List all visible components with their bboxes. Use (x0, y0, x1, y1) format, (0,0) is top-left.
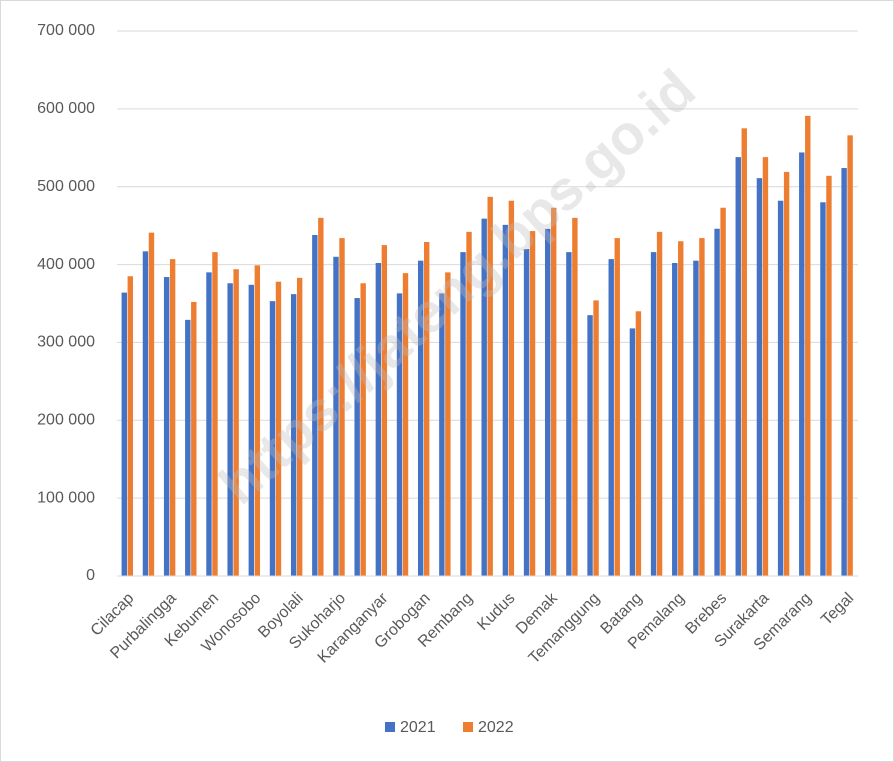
bar (227, 283, 233, 576)
bar (566, 252, 572, 576)
y-tick-label: 700 000 (37, 22, 95, 39)
bar (629, 328, 636, 576)
bar (142, 251, 149, 577)
bar (502, 224, 509, 576)
bar (529, 231, 536, 577)
bar (163, 277, 170, 576)
y-tick-label: 500 000 (37, 178, 95, 195)
bar (148, 232, 155, 576)
bar (720, 207, 726, 576)
bar (508, 200, 515, 576)
bar (318, 217, 324, 576)
bar (635, 311, 642, 576)
bar (254, 265, 261, 576)
bar (381, 245, 388, 576)
legend-swatch (463, 722, 473, 732)
bar (672, 263, 678, 576)
bar (402, 273, 409, 576)
y-tick-label: 0 (86, 567, 95, 584)
bar (741, 128, 747, 577)
bar (466, 231, 472, 576)
bar (121, 292, 127, 576)
bar (233, 269, 239, 576)
y-tick-label: 100 000 (37, 489, 95, 506)
bar (396, 293, 403, 576)
legend-swatch (385, 722, 395, 732)
legend-label: 2021 (400, 719, 436, 736)
y-tick-label: 200 000 (37, 412, 95, 429)
bar (783, 171, 790, 576)
y-tick-label: 300 000 (37, 334, 95, 351)
bar (650, 252, 657, 576)
bar (248, 284, 255, 576)
bar (269, 301, 276, 576)
bar (191, 301, 197, 576)
bar (735, 157, 741, 576)
bar (656, 231, 663, 576)
bar (799, 152, 805, 576)
bar (354, 298, 360, 576)
bar (614, 238, 620, 576)
bar (487, 196, 493, 577)
bar (756, 178, 763, 576)
legend-label: 2022 (478, 719, 514, 736)
bar (587, 315, 593, 576)
bar (551, 207, 557, 576)
bar (339, 238, 345, 576)
bar (127, 276, 133, 576)
bar (481, 218, 487, 576)
bar (545, 228, 551, 576)
bar (212, 252, 218, 576)
bar (777, 200, 784, 576)
bar (572, 217, 578, 576)
bar (185, 319, 191, 576)
bar (678, 241, 684, 576)
bar (169, 259, 176, 576)
bar (417, 260, 424, 576)
bar (360, 283, 366, 576)
bar (593, 300, 599, 576)
bar (290, 294, 297, 576)
y-tick-label: 600 000 (37, 100, 95, 117)
y-tick-label: 400 000 (37, 256, 95, 273)
bar (523, 249, 530, 576)
bar (608, 259, 614, 576)
bar (312, 234, 318, 576)
bar (460, 252, 466, 576)
bar (841, 168, 847, 576)
bar (714, 228, 720, 576)
bar (275, 281, 282, 576)
bar (847, 135, 853, 577)
bar (820, 202, 826, 577)
bar (206, 272, 212, 576)
bar (805, 115, 811, 576)
bar (333, 256, 339, 576)
bar (699, 238, 705, 576)
bar (375, 263, 382, 576)
bar (693, 260, 699, 576)
bar (439, 293, 445, 576)
bar (423, 241, 430, 576)
bar (445, 272, 451, 576)
bar (826, 175, 832, 577)
bar (762, 157, 769, 576)
bar (296, 277, 303, 576)
